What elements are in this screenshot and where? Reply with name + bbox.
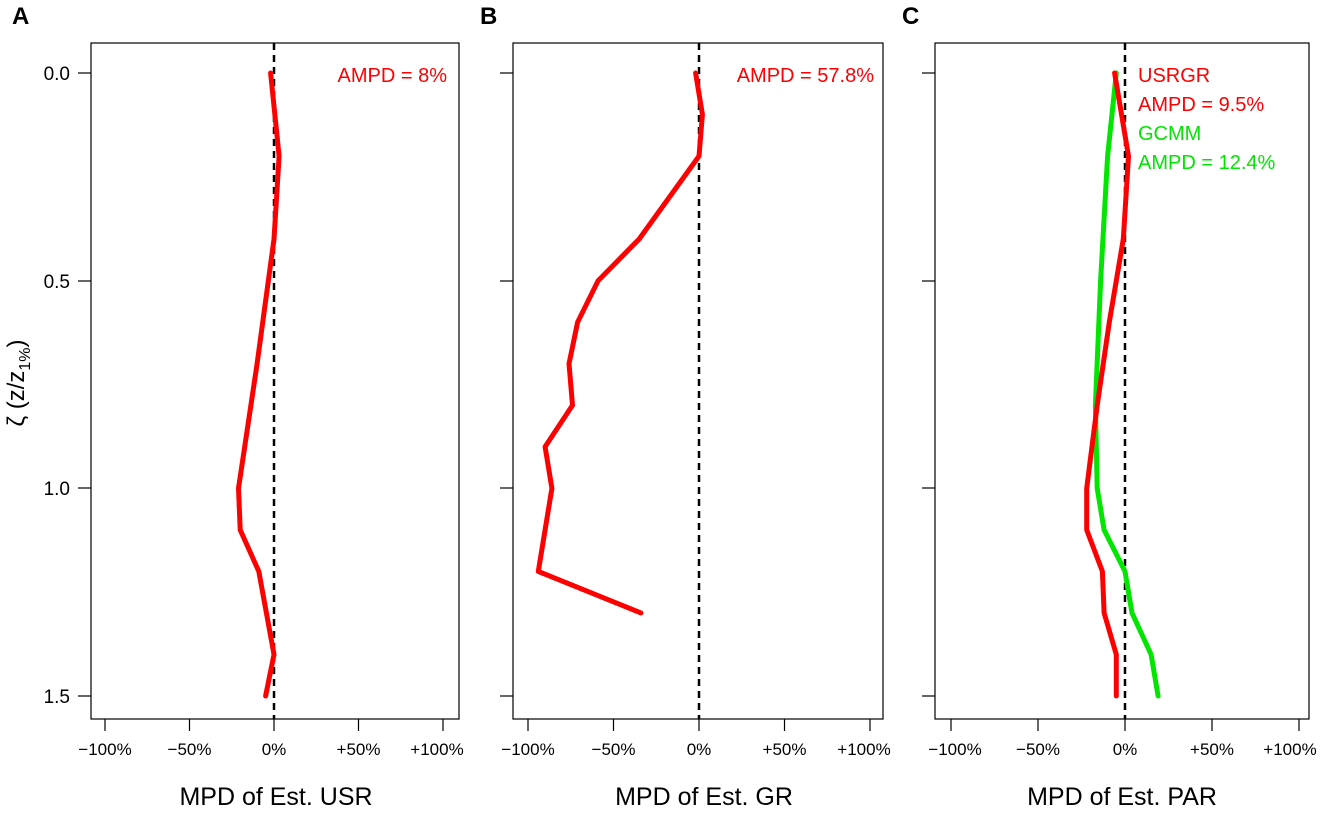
panel-c-ampd-usrgr: AMPD = 9.5% [1138, 94, 1264, 116]
panel-c-series-line-usrgr [1084, 70, 1131, 699]
panel-b-yticks [500, 72, 513, 697]
panel-c-legend-gcmm: GCMM [1138, 123, 1201, 145]
panel-b-xticks: −100% −50% 0% +50% +100% [501, 719, 891, 759]
panel-b-xtick-label: −100% [501, 740, 554, 759]
panel-a-xtick-label: −100% [78, 740, 131, 759]
panel-a-yticks: 0.0 0.5 1.0 1.5 [44, 64, 91, 708]
panel-b-ampd-annotation: AMPD = 57.8% [737, 65, 875, 87]
panel-c-yticks [922, 72, 935, 697]
panel-c-xticks: −100% −50% 0% +50% +100% [928, 719, 1317, 759]
panel-a-x-axis-title: MPD of Est. USR [179, 783, 372, 808]
panel-b-xtick-label: −50% [592, 740, 636, 759]
panel-a-letter: A [12, 3, 29, 30]
panel-a-xtick-label: 0% [262, 740, 287, 759]
panel-c-xtick-label: −50% [1016, 740, 1060, 759]
panel-a: A 0.0 0.5 1.0 1.5 −100% −50% 0% +50% +10… [12, 3, 464, 811]
panel-a-xtick-label: +100% [410, 740, 463, 759]
panel-b-letter: B [480, 3, 497, 30]
y-axis-title-close: ) [3, 339, 30, 347]
panel-a-ytick-label: 1.5 [44, 687, 70, 708]
panel-c-ampd-gcmm: AMPD = 12.4% [1138, 152, 1276, 174]
svg-text:ζ (z/z1%): ζ (z/z1%) [3, 339, 34, 426]
y-axis-title-subscript: 1% [17, 347, 34, 370]
panel-c-letter: C [902, 3, 919, 30]
panel-b-x-axis-title: MPD of Est. GR [615, 783, 793, 808]
panel-c-xtick-label: 0% [1113, 740, 1138, 759]
panel-a-xtick-label: +50% [337, 740, 381, 759]
panel-c-legend-usrgr: USRGR [1138, 65, 1210, 87]
y-axis-title: ζ (z/z1%) [3, 339, 34, 426]
panel-c-xtick-label: +100% [1263, 740, 1316, 759]
panel-c-frame [934, 42, 1310, 720]
y-axis-title-main: ζ (z/z [3, 371, 30, 427]
panel-a-ytick-label: 0.0 [44, 64, 70, 85]
panel-c: C −100% −50% 0% +50% +100% USRGR AMPD = … [902, 3, 1317, 811]
panel-b-series-line [535, 70, 705, 616]
panel-b-xtick-label: +50% [763, 740, 807, 759]
panel-c-xtick-label: −100% [928, 740, 981, 759]
panel-a-ampd-annotation: AMPD = 8% [338, 65, 448, 87]
panel-c-x-axis-title: MPD of Est. PAR [1027, 783, 1217, 808]
panel-b-xtick-label: +100% [837, 740, 890, 759]
panel-a-ytick-label: 0.5 [44, 272, 70, 293]
panel-a-xticks: −100% −50% 0% +50% +100% [78, 719, 464, 759]
panel-c-series-line-gcmm [1092, 70, 1161, 699]
panel-a-xtick-label: −50% [168, 740, 212, 759]
panel-a-ytick-label: 1.0 [44, 479, 70, 500]
panel-c-xtick-label: +50% [1190, 740, 1234, 759]
panel-b: B −100% −50% 0% +50% +100% AMPD = 57.8% … [480, 3, 891, 811]
panel-a-series-line [236, 70, 282, 699]
panel-b-xtick-label: 0% [687, 740, 712, 759]
